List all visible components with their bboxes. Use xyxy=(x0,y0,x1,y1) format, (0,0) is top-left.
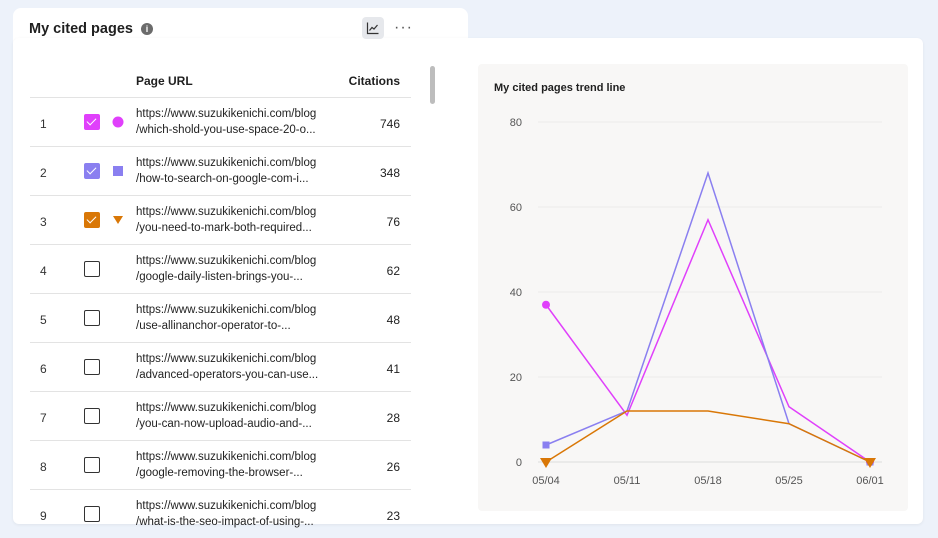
y-tick-label: 60 xyxy=(510,202,522,214)
row-number: 2 xyxy=(40,166,47,180)
row-checkbox[interactable] xyxy=(84,212,100,228)
column-header-page-url[interactable]: Page URL xyxy=(136,74,193,88)
trend-line-chart: 0 20 40 60 80 05/04 05/11 05/18 05/25 06/01 xyxy=(510,117,884,487)
row-checkbox[interactable] xyxy=(84,506,100,522)
page-url-link[interactable]: https://www.suzukikenichi.com/blog/use-a… xyxy=(136,302,336,334)
series-triangle-marker-icon xyxy=(113,216,123,224)
data-point-marker xyxy=(542,441,550,449)
page-url-path: /google-removing-the-browser-... xyxy=(136,467,303,479)
data-point-marker xyxy=(864,458,876,468)
page-url-link[interactable]: https://www.suzukikenichi.com/blog/googl… xyxy=(136,449,336,481)
series-line-triangle xyxy=(545,410,871,463)
row-number: 3 xyxy=(40,215,47,229)
y-tick-label: 40 xyxy=(510,287,522,299)
row-number: 9 xyxy=(40,509,47,523)
citations-count: 41 xyxy=(386,362,400,376)
page-url-domain: https://www.suzukikenichi.com/blog xyxy=(136,108,317,120)
cited-pages-table: Page URL Citations 1 https://www.suzukike… xyxy=(30,64,411,538)
page-url-domain: https://www.suzukikenichi.com/blog xyxy=(136,255,317,267)
citations-count: 62 xyxy=(386,264,400,278)
page-url-path: /google-daily-listen-brings-you-... xyxy=(136,271,303,283)
row-number: 5 xyxy=(40,313,47,327)
y-tick-label: 20 xyxy=(510,372,522,384)
table-row[interactable]: 3 https://www.suzukikenichi.com/blog/you-… xyxy=(30,195,411,244)
table-row[interactable]: 2 https://www.suzukikenichi.com/blog/how-… xyxy=(30,146,411,195)
series-circle-marker-icon xyxy=(112,116,124,128)
page-url-path: /which-shold-you-use-space-20-o... xyxy=(136,124,316,136)
page-url-path: /you-can-now-upload-audio-and-... xyxy=(136,418,312,430)
column-header-citations[interactable]: Citations xyxy=(348,74,400,88)
page-url-domain: https://www.suzukikenichi.com/blog xyxy=(136,353,317,365)
page-url-link[interactable]: https://www.suzukikenichi.com/blog/you-c… xyxy=(136,400,336,432)
row-number: 6 xyxy=(40,362,47,376)
row-number: 1 xyxy=(40,117,47,131)
row-checkbox[interactable] xyxy=(84,261,100,277)
table-row[interactable]: 5 https://www.suzukikenichi.com/blog/use-… xyxy=(30,293,411,342)
trend-chart-toggle-button[interactable] xyxy=(362,17,384,39)
row-checkbox[interactable] xyxy=(84,163,100,179)
series-line-circle xyxy=(545,217,871,463)
chart-title: My cited pages trend line xyxy=(494,82,626,94)
row-checkbox[interactable] xyxy=(84,408,100,424)
citations-count: 348 xyxy=(379,166,400,180)
citations-count: 23 xyxy=(386,509,400,523)
page-url-link[interactable]: https://www.suzukikenichi.com/blog/what-… xyxy=(136,498,336,530)
series-square-marker-icon xyxy=(113,166,123,176)
table-scrollbar[interactable] xyxy=(430,66,435,104)
page-url-link[interactable]: https://www.suzukikenichi.com/blog/how-t… xyxy=(136,155,336,187)
row-checkbox[interactable] xyxy=(84,457,100,473)
x-tick-label: 05/04 xyxy=(532,475,560,487)
row-checkbox[interactable] xyxy=(84,310,100,326)
page-url-path: /how-to-search-on-google-com-i... xyxy=(136,173,309,185)
page-url-link[interactable]: https://www.suzukikenichi.com/blog/which… xyxy=(136,106,336,138)
table-row[interactable]: 6 https://www.suzukikenichi.com/blog/adva… xyxy=(30,342,411,391)
series-line-square xyxy=(545,170,871,463)
trend-chart-icon xyxy=(366,22,379,35)
y-tick-label: 80 xyxy=(510,117,522,129)
citations-count: 76 xyxy=(386,215,400,229)
citations-count: 48 xyxy=(386,313,400,327)
row-checkbox[interactable] xyxy=(84,114,100,130)
table-row[interactable]: 8 https://www.suzukikenichi.com/blog/goog… xyxy=(30,440,411,489)
page-url-domain: https://www.suzukikenichi.com/blog xyxy=(136,157,317,169)
page-url-link[interactable]: https://www.suzukikenichi.com/blog/advan… xyxy=(136,351,336,383)
citations-count: 26 xyxy=(386,460,400,474)
page-url-domain: https://www.suzukikenichi.com/blog xyxy=(136,402,317,414)
page-url-path: /use-allinanchor-operator-to-... xyxy=(136,320,291,332)
data-point-marker xyxy=(542,300,550,309)
info-icon[interactable]: i xyxy=(140,23,153,35)
more-horizontal-icon[interactable]: ··· xyxy=(394,19,413,36)
data-point-marker xyxy=(540,458,552,468)
page-url-link[interactable]: https://www.suzukikenichi.com/blog/googl… xyxy=(136,253,336,285)
page-url-domain: https://www.suzukikenichi.com/blog xyxy=(136,500,317,512)
row-number: 4 xyxy=(40,264,47,278)
table-row[interactable]: 1 https://www.suzukikenichi.com/blog/whic… xyxy=(30,97,411,146)
page-url-domain: https://www.suzukikenichi.com/blog xyxy=(136,206,317,218)
table-row[interactable]: 4 https://www.suzukikenichi.com/blog/goog… xyxy=(30,244,411,293)
row-number: 8 xyxy=(40,460,47,474)
x-tick-label: 05/11 xyxy=(614,475,641,487)
row-number: 7 xyxy=(40,411,47,425)
x-tick-label: 05/18 xyxy=(694,475,722,487)
page-url-path: /advanced-operators-you-can-use... xyxy=(136,369,319,381)
y-tick-label: 0 xyxy=(516,457,522,469)
card-title: My cited pages xyxy=(29,21,133,37)
x-tick-label: 05/25 xyxy=(775,475,803,487)
trend-chart-panel: My cited pages trend line 0 20 40 60 80 05/04… xyxy=(478,64,908,511)
card-title-row: My cited pages i xyxy=(29,19,153,39)
page-url-domain: https://www.suzukikenichi.com/blog xyxy=(136,304,317,316)
citations-count: 28 xyxy=(386,411,400,425)
table-row[interactable]: 7 https://www.suzukikenichi.com/blog/you-… xyxy=(30,391,411,440)
row-checkbox[interactable] xyxy=(84,359,100,375)
page-url-path: /you-need-to-mark-both-required... xyxy=(136,222,312,234)
page-url-link[interactable]: https://www.suzukikenichi.com/blog/you-n… xyxy=(136,204,336,236)
table-row[interactable]: 9 https://www.suzukikenichi.com/blog/what… xyxy=(30,489,411,538)
page-url-path: /what-is-the-seo-impact-of-using-... xyxy=(136,516,314,528)
x-tick-label: 06/01 xyxy=(856,475,884,487)
citations-count: 746 xyxy=(379,117,400,131)
table-header: Page URL Citations xyxy=(30,64,411,97)
page-url-domain: https://www.suzukikenichi.com/blog xyxy=(136,451,317,463)
